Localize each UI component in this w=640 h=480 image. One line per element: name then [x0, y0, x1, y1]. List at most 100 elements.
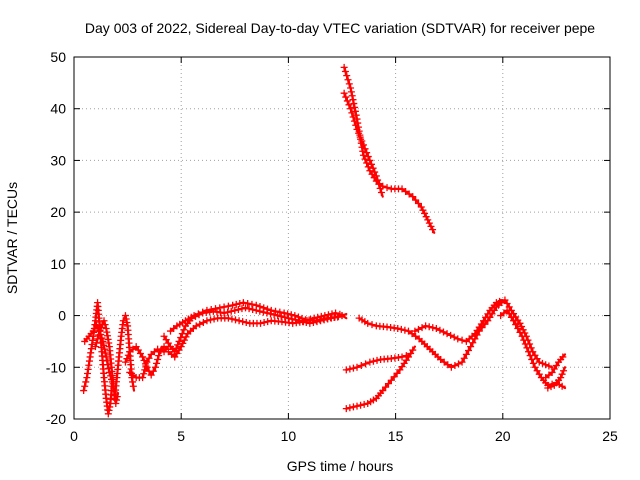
data-point [353, 402, 361, 410]
data-point [432, 325, 440, 332]
data-point [207, 316, 215, 324]
data-point [224, 314, 232, 322]
data-point [371, 168, 379, 176]
data-point [458, 358, 466, 366]
data-point [349, 96, 357, 104]
data-point [409, 346, 417, 354]
data-point [112, 399, 120, 407]
data-point [412, 332, 420, 340]
data-point [349, 113, 357, 121]
data-point [342, 366, 350, 374]
data-point [224, 302, 232, 310]
data-point [367, 160, 375, 168]
data-point [458, 336, 466, 344]
data-point [369, 357, 377, 365]
y-tick-label: -10 [46, 359, 66, 375]
data-point [123, 318, 131, 326]
data-point [196, 320, 204, 328]
data-point [350, 100, 358, 108]
data-point [375, 180, 383, 188]
data-point [422, 322, 430, 330]
data-point [80, 387, 88, 395]
data-point [102, 353, 110, 361]
data-point [342, 93, 350, 101]
data-point [332, 309, 340, 317]
data-point [518, 332, 526, 340]
data-point [203, 306, 211, 314]
data-point [141, 366, 149, 374]
data-point [440, 358, 448, 366]
data-point [348, 109, 356, 117]
data-point [298, 314, 306, 322]
series-s9 [166, 299, 348, 335]
plot-frame [73, 56, 611, 420]
data-point [427, 222, 435, 230]
data-point [151, 363, 159, 371]
data-point [124, 351, 132, 359]
data-point [443, 330, 451, 338]
series-s7 [160, 304, 348, 356]
data-point [525, 348, 533, 356]
data-point [342, 405, 350, 413]
data-point [398, 353, 406, 361]
data-point [264, 318, 272, 326]
data-point [207, 306, 215, 314]
x-tick-label: 10 [281, 428, 297, 444]
data-point [154, 356, 162, 364]
data-point [421, 209, 429, 217]
data-point [347, 88, 355, 96]
data-point [236, 300, 244, 308]
data-point [334, 313, 342, 321]
y-tick-label: 50 [50, 49, 66, 65]
data-point [260, 304, 268, 312]
data-point [447, 363, 455, 371]
data-point [439, 328, 447, 336]
data-point [405, 190, 413, 198]
data-point [419, 206, 427, 214]
data-point [174, 341, 182, 349]
series-s8 [164, 309, 346, 361]
data-point [249, 306, 257, 314]
data-point [351, 107, 359, 115]
x-tick-label: 25 [602, 428, 618, 444]
axis-ticks: 0 5 10 15 20 25 -20 -10 0 10 20 30 40 50 [46, 49, 618, 444]
data-point [101, 321, 109, 329]
data-point [358, 137, 366, 145]
data-point [287, 311, 295, 319]
data-point [454, 360, 462, 368]
series-s18 [542, 353, 567, 382]
data-point [516, 328, 524, 336]
data-point [469, 339, 477, 347]
data-point [182, 333, 190, 341]
y-tick-label: 20 [50, 204, 66, 220]
series-s15 [411, 297, 504, 345]
data-point [362, 360, 370, 368]
data-point [414, 325, 422, 333]
data-point [234, 306, 242, 314]
data-point [123, 355, 131, 363]
data-point [190, 312, 198, 320]
data-point [397, 325, 405, 333]
y-axis-label: SDTVAR / TECUs [4, 182, 20, 294]
data-point [516, 319, 524, 327]
data-point [417, 203, 425, 211]
data-point [422, 213, 430, 221]
data-point [210, 315, 218, 323]
data-point [467, 343, 475, 351]
data-point [99, 337, 107, 345]
data-point [444, 361, 452, 369]
data-point [353, 125, 361, 133]
data-point [284, 310, 292, 318]
data-point [436, 326, 444, 334]
data-point [447, 331, 455, 339]
data-point [199, 318, 207, 326]
series-line [82, 301, 114, 415]
series-s13 [342, 345, 417, 413]
data-point [140, 370, 148, 378]
data-point [122, 315, 130, 323]
data-point [344, 76, 352, 84]
data-point [368, 321, 376, 329]
series-s10 [340, 63, 437, 234]
series-s14 [355, 299, 503, 371]
data-point [129, 382, 137, 390]
